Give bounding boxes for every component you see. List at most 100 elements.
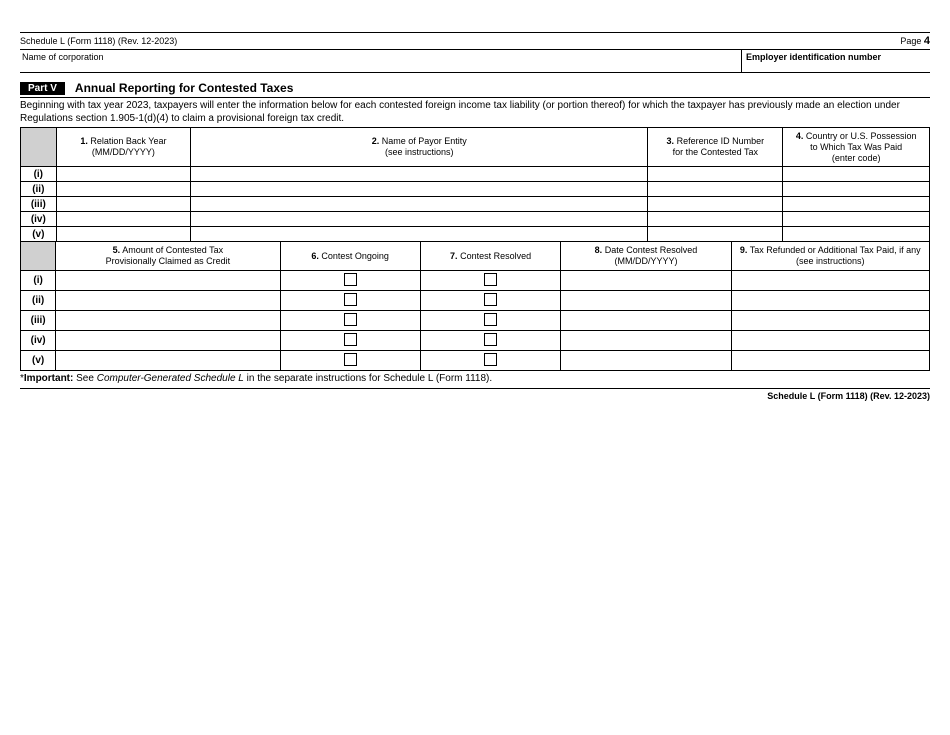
row-label: (ii) (21, 290, 56, 310)
cell[interactable] (561, 310, 731, 330)
row-label: (iii) (21, 197, 57, 212)
cell[interactable] (561, 270, 731, 290)
footnote: *Important: See Computer-Generated Sched… (20, 373, 930, 384)
corner-shaded (21, 128, 57, 167)
row-label: (iv) (21, 212, 57, 227)
checkbox-icon[interactable] (344, 353, 357, 366)
cell[interactable] (191, 227, 648, 242)
cell[interactable] (648, 227, 783, 242)
part-label: Part V (20, 82, 65, 95)
cell[interactable] (731, 310, 929, 330)
col6-header: 6. Contest Ongoing (280, 242, 420, 270)
table1-header-row: 1. Relation Back Year(MM/DD/YYYY) 2. Nam… (21, 128, 930, 167)
col4-header: 4. Country or U.S. Possessionto Which Ta… (783, 128, 930, 167)
footnote-bold: Important: (24, 373, 73, 384)
cell[interactable] (56, 270, 280, 290)
ein-field[interactable]: Employer identification number (741, 50, 930, 72)
cell[interactable] (561, 330, 731, 350)
cell[interactable] (731, 290, 929, 310)
cell[interactable] (783, 212, 930, 227)
col8-header: 8. Date Contest Resolved(MM/DD/YYYY) (561, 242, 731, 270)
cell[interactable] (56, 310, 280, 330)
title-underline (20, 97, 930, 98)
cell[interactable] (56, 227, 191, 242)
cell[interactable] (648, 167, 783, 182)
table1-row-i: (i) (21, 167, 930, 182)
cell[interactable] (731, 270, 929, 290)
col2-text: Name of Payor Entity(see instructions) (382, 136, 467, 157)
table1-row-v: (v) (21, 227, 930, 242)
cell[interactable] (561, 290, 731, 310)
checkbox-icon[interactable] (484, 293, 497, 306)
table2-row-iii: (iii) (21, 310, 930, 330)
cell[interactable] (783, 182, 930, 197)
cell[interactable] (191, 167, 648, 182)
col1-text: Relation Back Year(MM/DD/YYYY) (90, 136, 166, 157)
form-page: Schedule L (Form 1118) (Rev. 12-2023) Pa… (20, 32, 930, 401)
cell[interactable] (648, 212, 783, 227)
checkbox-cell[interactable] (280, 350, 420, 370)
table2-row-ii: (ii) (21, 290, 930, 310)
checkbox-cell[interactable] (280, 270, 420, 290)
cell[interactable] (56, 212, 191, 227)
cell[interactable] (561, 350, 731, 370)
checkbox-icon[interactable] (484, 333, 497, 346)
checkbox-icon[interactable] (484, 313, 497, 326)
checkbox-cell[interactable] (420, 270, 561, 290)
cell[interactable] (783, 197, 930, 212)
part-title: Annual Reporting for Contested Taxes (75, 81, 293, 95)
row-label: (v) (21, 227, 57, 242)
page-number: Page 4 (900, 35, 930, 47)
checkbox-cell[interactable] (280, 330, 420, 350)
row-label: (ii) (21, 182, 57, 197)
col5-num: 5. (113, 245, 121, 255)
checkbox-cell[interactable] (420, 350, 561, 370)
col7-text: Contest Resolved (460, 251, 531, 261)
checkbox-cell[interactable] (420, 310, 561, 330)
table-cols-5-9: 5. Amount of Contested TaxProvisionally … (20, 242, 930, 371)
checkbox-cell[interactable] (420, 290, 561, 310)
table-cols-1-4: 1. Relation Back Year(MM/DD/YYYY) 2. Nam… (20, 127, 930, 242)
row-label: (iv) (21, 330, 56, 350)
col1-header: 1. Relation Back Year(MM/DD/YYYY) (56, 128, 191, 167)
checkbox-cell[interactable] (420, 330, 561, 350)
form-id-top: Schedule L (Form 1118) (Rev. 12-2023) (20, 36, 177, 46)
cell[interactable] (56, 167, 191, 182)
col9-text: Tax Refunded or Additional Tax Paid, if … (750, 245, 921, 266)
name-of-corporation-field[interactable]: Name of corporation (20, 50, 741, 72)
checkbox-icon[interactable] (344, 273, 357, 286)
col3-num: 3. (667, 136, 675, 146)
table1-row-iii: (iii) (21, 197, 930, 212)
cell[interactable] (56, 182, 191, 197)
cell[interactable] (648, 182, 783, 197)
footnote-t2: in the separate instructions for Schedul… (244, 373, 492, 384)
cell[interactable] (783, 227, 930, 242)
checkbox-icon[interactable] (484, 273, 497, 286)
cell[interactable] (731, 350, 929, 370)
checkbox-cell[interactable] (280, 290, 420, 310)
checkbox-icon[interactable] (344, 333, 357, 346)
col3-text: Reference ID Numberfor the Contested Tax (673, 136, 764, 157)
name-label: Name of corporation (22, 52, 104, 62)
row-label: (i) (21, 270, 56, 290)
checkbox-cell[interactable] (280, 310, 420, 330)
checkbox-icon[interactable] (484, 353, 497, 366)
checkbox-icon[interactable] (344, 293, 357, 306)
page-label: Page (900, 36, 921, 46)
cell[interactable] (191, 182, 648, 197)
cell[interactable] (56, 350, 280, 370)
cell[interactable] (56, 290, 280, 310)
row-label: (v) (21, 350, 56, 370)
cell[interactable] (56, 197, 191, 212)
cell[interactable] (731, 330, 929, 350)
cell[interactable] (56, 330, 280, 350)
cell[interactable] (191, 212, 648, 227)
intro-text: Beginning with tax year 2023, taxpayers … (20, 100, 930, 125)
header-row: Name of corporation Employer identificat… (20, 50, 930, 73)
cell[interactable] (191, 197, 648, 212)
checkbox-icon[interactable] (344, 313, 357, 326)
col6-text: Contest Ongoing (321, 251, 389, 261)
cell[interactable] (648, 197, 783, 212)
col9-header: 9. Tax Refunded or Additional Tax Paid, … (731, 242, 929, 270)
cell[interactable] (783, 167, 930, 182)
